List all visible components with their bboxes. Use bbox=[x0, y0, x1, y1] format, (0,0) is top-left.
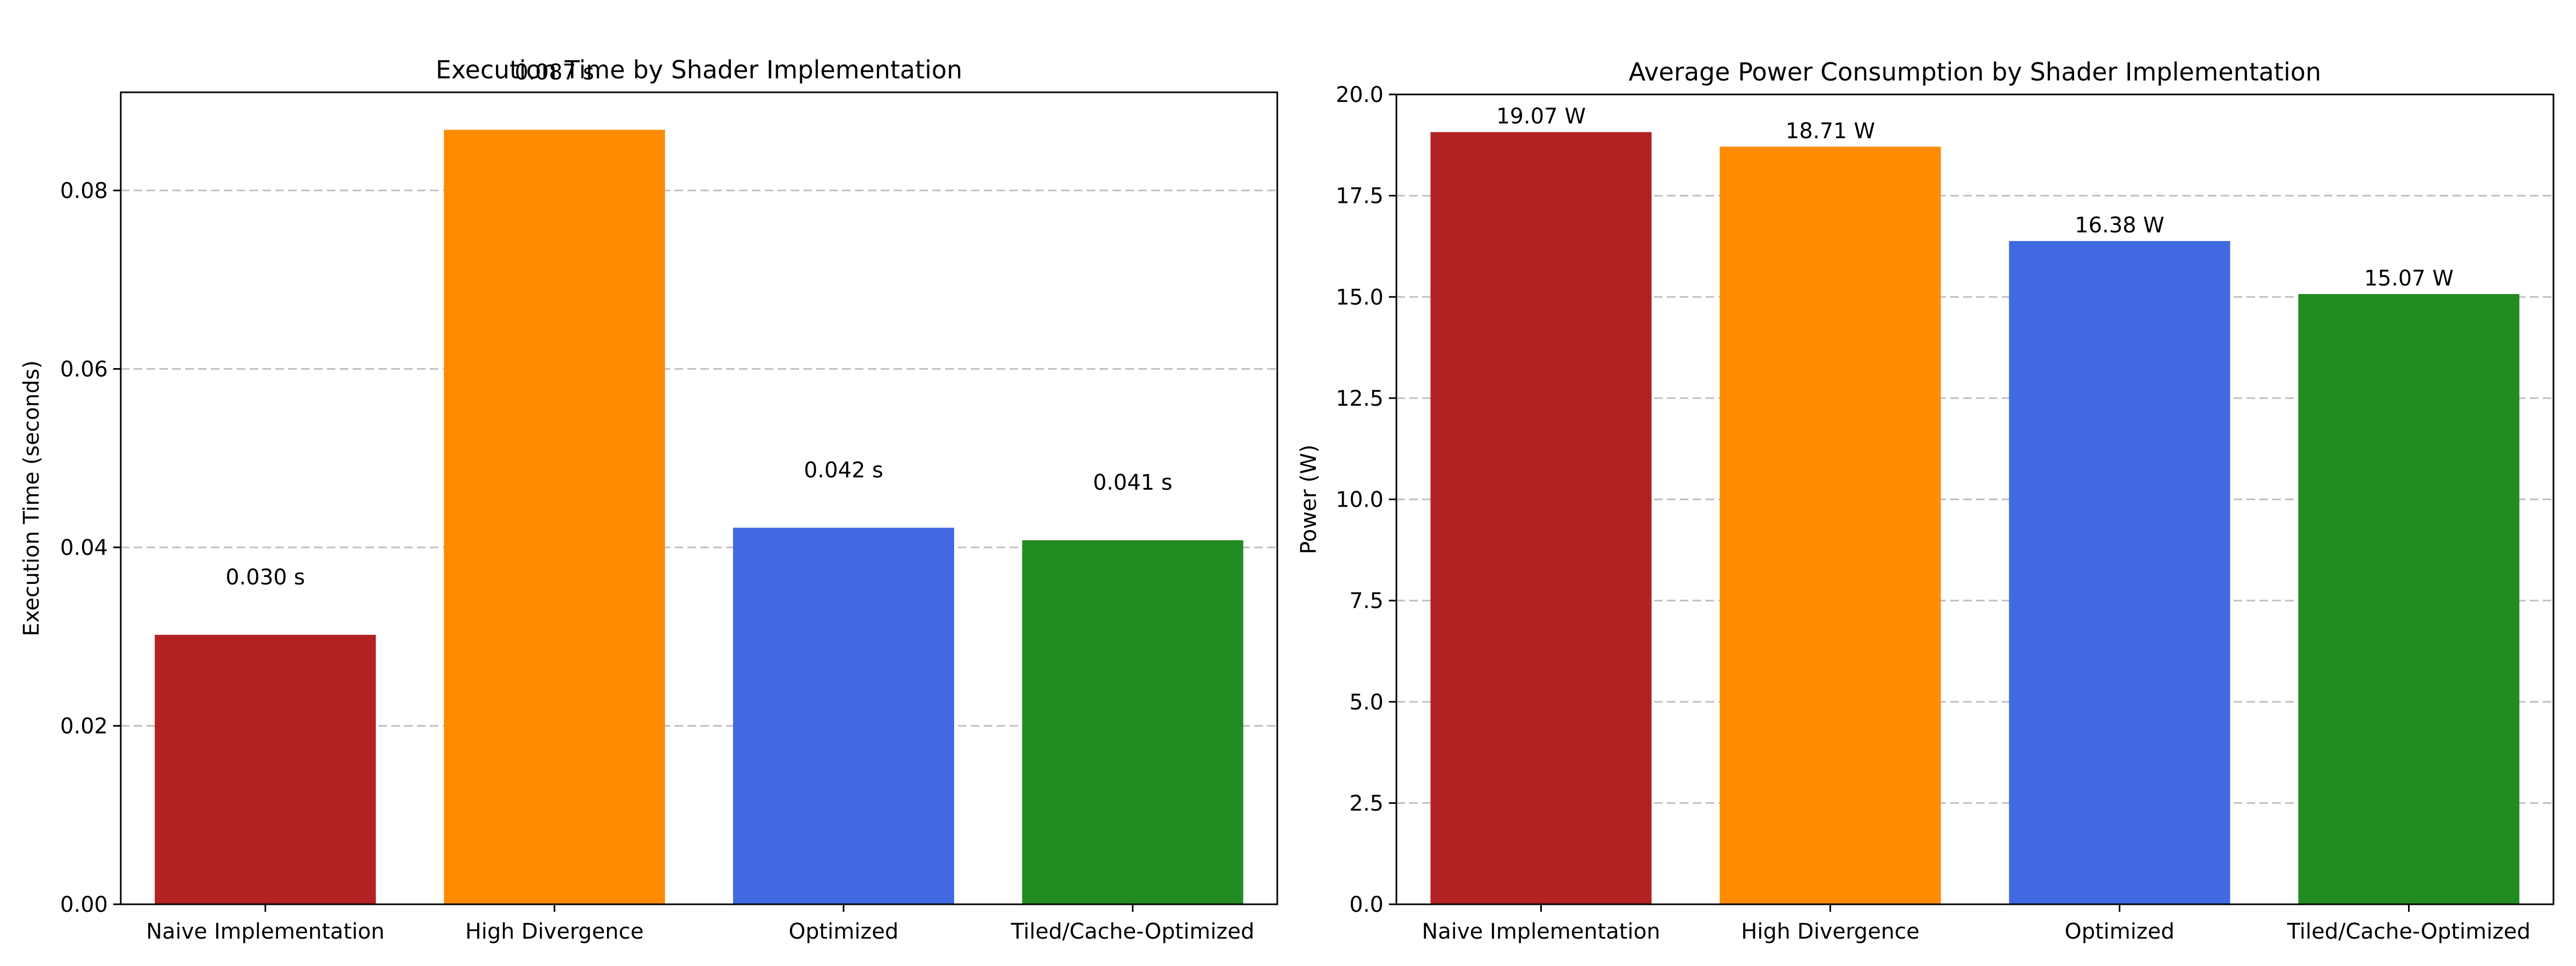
bar bbox=[155, 634, 376, 904]
y-tick-label: 12.5 bbox=[1336, 386, 1384, 411]
bar bbox=[444, 129, 665, 904]
y-tick-label: 10.0 bbox=[1336, 488, 1384, 513]
x-tick-label: Optimized bbox=[2065, 919, 2175, 944]
bar-data-label: 0.041 s bbox=[1093, 471, 1173, 495]
y-tick-label: 5.0 bbox=[1349, 690, 1384, 715]
chart-title: Execution Time by Shader Implementation bbox=[436, 55, 962, 84]
bar-data-label: 0.030 s bbox=[225, 565, 305, 590]
y-tick-label: 0.02 bbox=[60, 714, 108, 738]
y-axis-label: Power (W) bbox=[1297, 444, 1321, 554]
y-tick-label: 0.08 bbox=[60, 179, 108, 203]
x-tick-label: Naive Implementation bbox=[146, 919, 384, 944]
x-tick-label: Naive Implementation bbox=[1422, 919, 1660, 944]
x-tick-label: High Divergence bbox=[1741, 919, 1920, 944]
y-tick-label: 17.5 bbox=[1336, 184, 1384, 209]
y-tick-label: 0.0 bbox=[1349, 892, 1384, 917]
y-tick-label: 2.5 bbox=[1349, 791, 1384, 816]
y-tick-label: 7.5 bbox=[1349, 589, 1384, 613]
bar bbox=[2298, 294, 2520, 904]
bar bbox=[733, 528, 954, 904]
y-tick-label: 0.06 bbox=[60, 357, 108, 382]
y-tick-label: 15.0 bbox=[1336, 285, 1384, 310]
bar-data-label: 0.087 s bbox=[515, 60, 594, 85]
bar bbox=[1430, 132, 1652, 905]
bar-data-label: 16.38 W bbox=[2075, 213, 2164, 238]
x-tick-label: Optimized bbox=[789, 919, 899, 944]
chart-title: Average Power Consumption by Shader Impl… bbox=[1629, 57, 2321, 86]
bar-data-label: 0.042 s bbox=[804, 458, 883, 482]
y-tick-label: 20.0 bbox=[1336, 83, 1384, 107]
bar bbox=[1022, 540, 1243, 904]
x-tick-label: Tiled/Cache-Optimized bbox=[1011, 919, 1255, 944]
bar-data-label: 19.07 W bbox=[1496, 104, 1586, 129]
x-tick-label: High Divergence bbox=[465, 919, 644, 944]
power-consumption-chart: 0.0 2.5 5.0 7.5 10.0 12.5 15.0 17.5 20.0 Naive Im… bbox=[1297, 57, 2555, 944]
bar-data-label: 15.07 W bbox=[2364, 266, 2454, 291]
bar-data-label: 18.71 W bbox=[1785, 119, 1875, 143]
plot-frame bbox=[120, 91, 1278, 905]
bar bbox=[1719, 147, 1941, 904]
x-tick-label: Tiled/Cache-Optimized bbox=[2287, 919, 2531, 944]
y-tick-label: 0.00 bbox=[60, 892, 108, 917]
y-axis-label: Execution Time (seconds) bbox=[19, 360, 44, 636]
execution-time-chart: 0.00 0.02 0.04 0.06 0.08 Naive Implementation… bbox=[19, 55, 1278, 944]
bar bbox=[2009, 241, 2230, 904]
y-tick-label: 0.04 bbox=[60, 536, 108, 560]
